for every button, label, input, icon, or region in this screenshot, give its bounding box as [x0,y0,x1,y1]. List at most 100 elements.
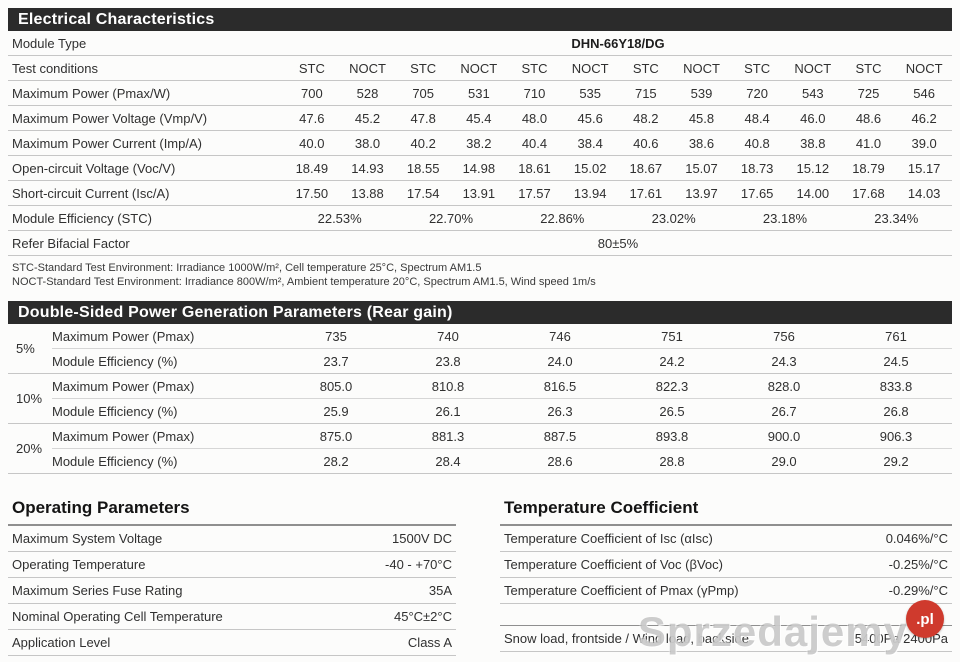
cell: 18.67 [629,160,663,176]
cell: 48.6 [855,110,882,126]
bottom-section: Operating Parameters Maximum System Volt… [8,496,952,656]
cell: 17.65 [740,185,774,201]
cell: 543 [801,85,824,101]
table-row: Maximum Power (Pmax) 875.0 881.3 887.5 8… [52,424,952,449]
cell: 48.4 [744,110,770,126]
cell: 810.8 [431,378,465,394]
cell: 725 [857,85,880,101]
cell: 822.3 [655,378,689,394]
cell: 528 [356,85,379,101]
cell: 48.2 [633,110,659,126]
cell: 23.18% [762,210,808,226]
row-value: -40 - +70°C [385,557,452,572]
operating-parameters-table: Operating Parameters Maximum System Volt… [8,496,456,656]
cell: 26.7 [771,403,797,419]
cell: 18.79 [852,160,885,176]
cell: 41.0 [855,135,882,151]
cell: 47.6 [299,110,325,126]
cell: 22.70% [428,210,474,226]
cell: 710 [523,85,546,101]
cell: 38.0 [354,135,381,151]
cell: 539 [690,85,713,101]
row-value: 35A [428,583,452,598]
cell: 26.1 [435,403,461,419]
table-row: Module Efficiency (%) 28.2 28.4 28.6 28.… [52,449,952,473]
cell: 14.93 [351,160,384,176]
col-header-noct: NOCT [571,60,609,76]
cell: 17.50 [295,185,329,201]
cell: 18.73 [740,160,774,176]
cell: 26.3 [547,403,573,419]
cell: 23.02% [651,210,696,226]
table-row: Module Efficiency (%) 23.7 23.8 24.0 24.… [52,349,952,373]
rear-gain-group-5: 5% Maximum Power (Pmax) 735 740 746 751 … [8,324,952,374]
cell: 38.4 [577,135,603,151]
row-label: Maximum Power Voltage (Vmp/V) [12,110,208,126]
row-label: Module Type [12,35,87,51]
table-row: Temperature Coefficient of Voc (βVoc) -0… [500,552,952,578]
cell: 26.8 [883,403,909,419]
cell: 805.0 [319,378,353,394]
cell: 735 [325,328,347,344]
cell: 40.2 [410,135,436,151]
cell: 881.3 [431,428,465,444]
cell: 751 [661,328,683,344]
table-row: Nominal Operating Cell Temperature 45°C±… [8,604,456,630]
watermark-pl-badge: .pl [906,600,944,638]
cell: 535 [579,85,602,101]
row-label: Test conditions [12,60,98,76]
electrical-table: Module Type DHN-66Y18/DG Test conditions… [8,31,952,295]
rear-gain-group-20: 20% Maximum Power (Pmax) 875.0 881.3 887… [8,424,952,474]
cell: 13.88 [351,185,384,201]
table-row-snow-load: Snow load, frontside / Wind load, backsi… [500,625,952,652]
table-row: Application Level Class A [8,630,456,656]
table-row: Module Efficiency (%) 25.9 26.1 26.3 26.… [52,399,952,423]
section-title-electrical: Electrical Characteristics [8,8,952,31]
cell: 26.5 [659,403,685,419]
cell: 761 [885,328,907,344]
table-row-isc: Short-circuit Current (Isc/A) 17.50 13.88… [8,181,952,206]
col-header-noct: NOCT [905,60,943,76]
row-label: Temperature Coefficient of Isc (αIsc) [504,531,713,546]
col-header-stc: STC [521,60,548,76]
footnote-noct: NOCT-Standard Test Environment: Irradian… [12,276,596,288]
cell: 29.2 [883,453,909,469]
col-header-noct: NOCT [683,60,720,76]
table-row: Temperature Coefficient of Isc (αIsc) 0.… [500,526,952,552]
table-row-module-type: Module Type DHN-66Y18/DG [8,31,952,56]
col-header-stc: STC [298,60,325,76]
cell: 531 [467,85,490,101]
row-label: Nominal Operating Cell Temperature [12,609,223,624]
cell: 705 [412,85,435,101]
cell: 816.5 [543,378,577,394]
spacer [500,604,952,625]
table-row: Maximum Series Fuse Rating 35A [8,578,456,604]
cell: 715 [634,85,657,101]
cell: 45.8 [688,110,715,126]
cell: 24.0 [547,353,573,369]
cell: 700 [300,85,323,101]
row-value: 1500V DC [392,531,452,546]
cell: 28.6 [547,453,573,469]
cell: 23.8 [435,353,461,369]
row-label: Open-circuit Voltage (Voc/V) [12,160,176,176]
table-row-voc: Open-circuit Voltage (Voc/V) 18.49 14.93 … [8,156,952,181]
row-label: Temperature Coefficient of Voc (βVoc) [504,557,723,572]
cell: 45.4 [466,110,492,126]
cell: 18.49 [295,160,329,176]
col-header-stc: STC [410,60,437,76]
cell: 46.2 [911,110,937,126]
row-value: 45°C±2°C [394,609,452,624]
cell: 15.12 [796,160,830,176]
row-label: Module Efficiency (%) [52,453,178,469]
cell: 720 [746,85,768,101]
cell: 29.0 [771,453,797,469]
cell: 18.55 [406,160,440,176]
table-row-bifacial: Refer Bifacial Factor 80±5% [8,231,952,256]
section-title-rear-gain: Double-Sided Power Generation Parameters… [8,301,952,324]
row-value: Class A [407,635,452,650]
test-environment-footnotes: STC-Standard Test Environment: Irradianc… [8,256,952,295]
cell: 22.53% [317,210,362,226]
cell: 13.91 [462,185,496,201]
